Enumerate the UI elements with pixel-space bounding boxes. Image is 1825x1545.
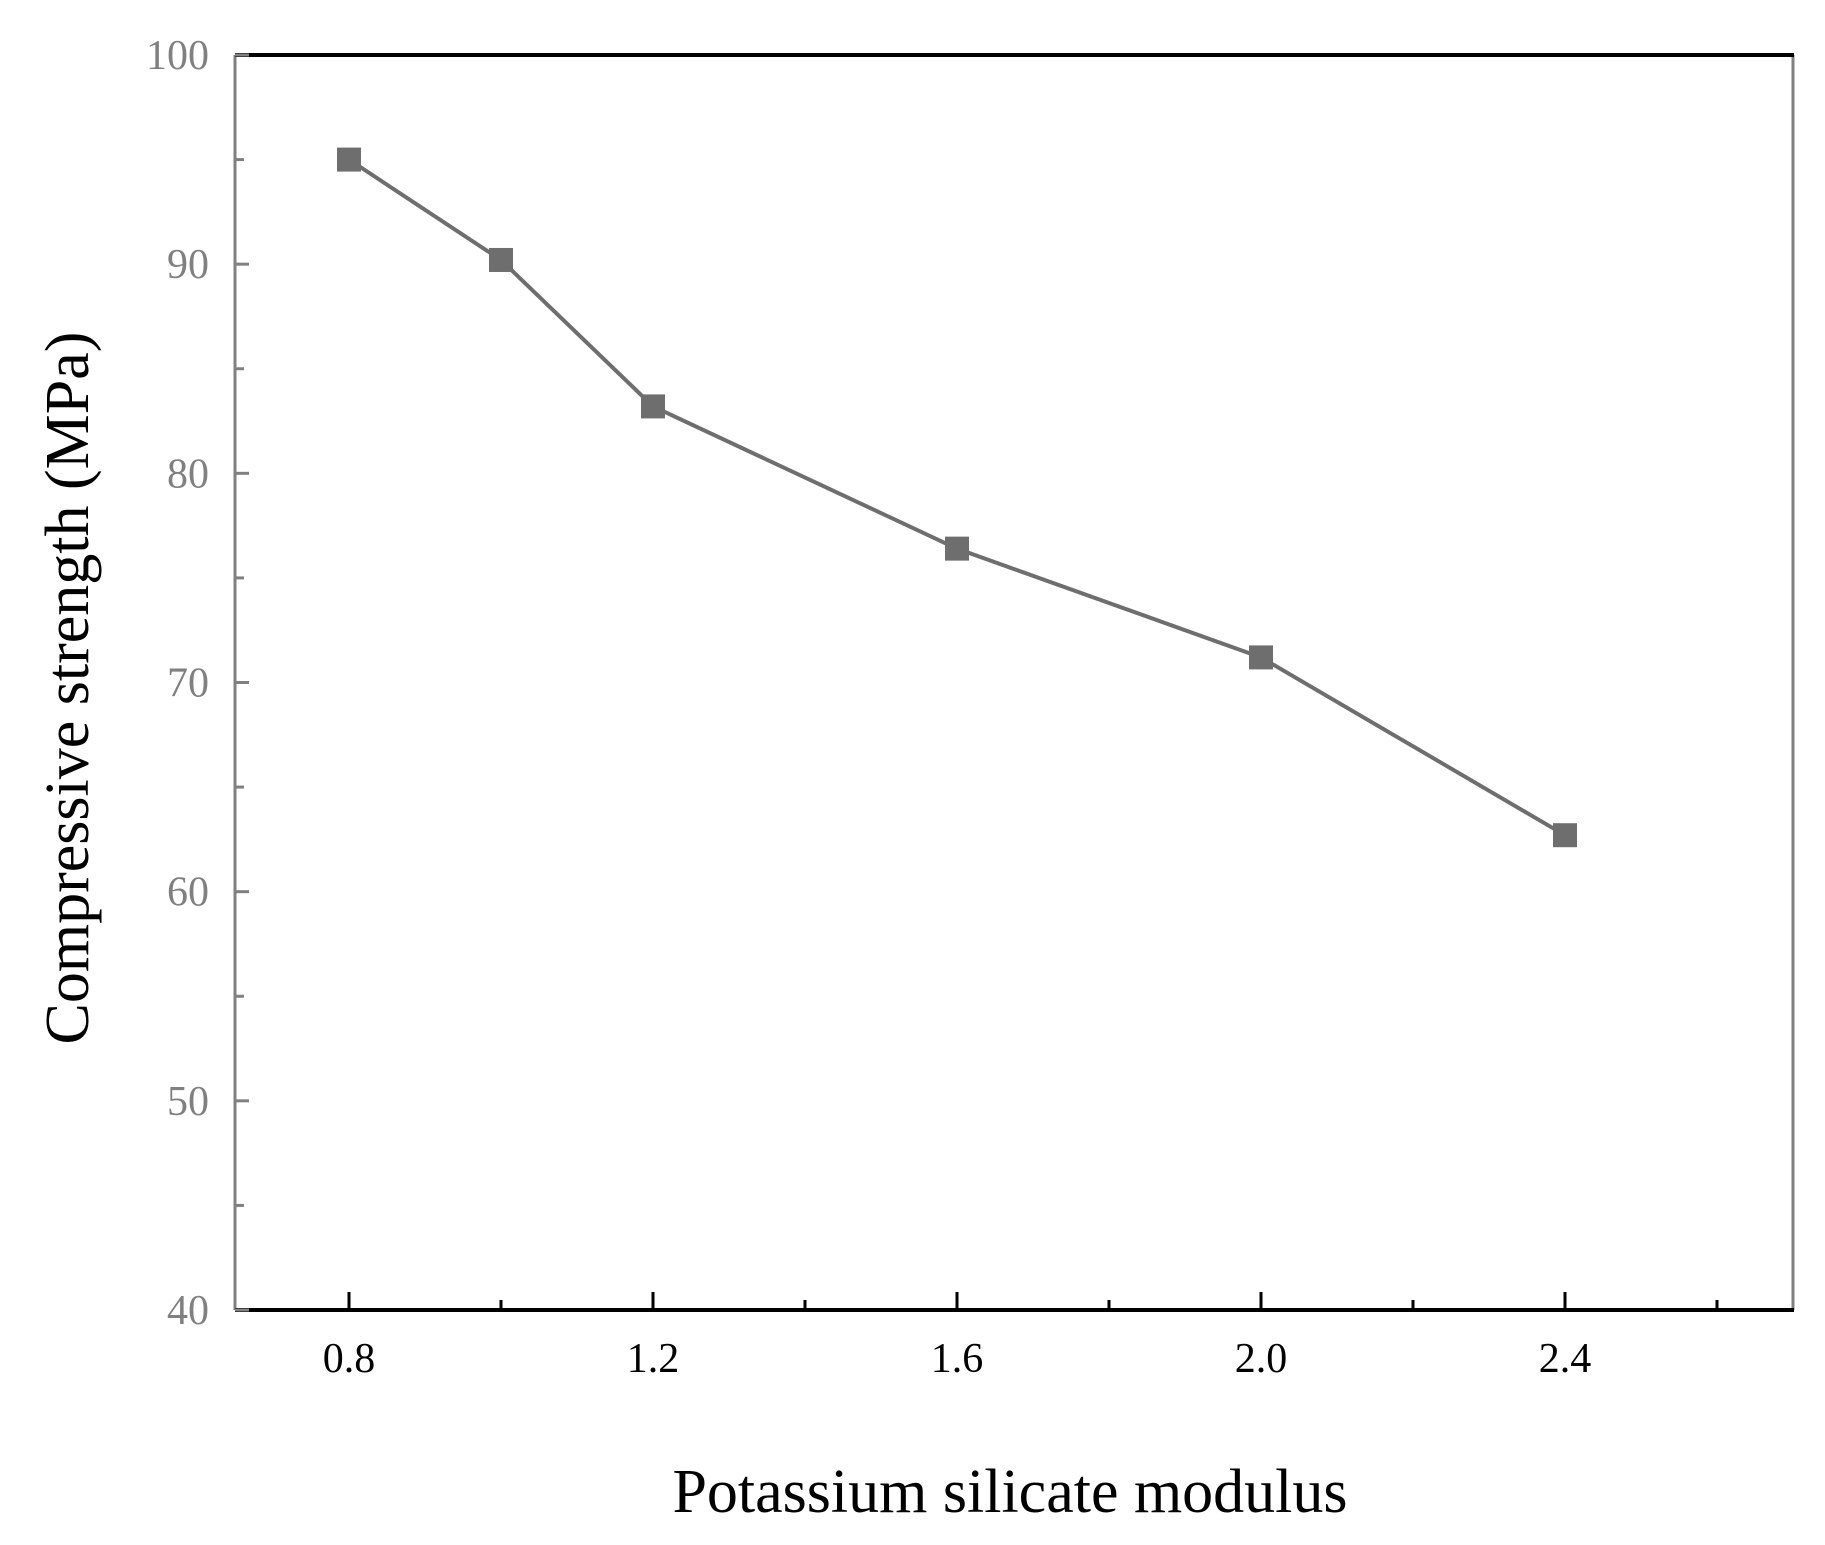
x-tick-label: 1.2 [627,1336,680,1382]
series-line [347,157,1567,837]
x-tick-label: 2.0 [1235,1336,1288,1382]
ticks [235,53,1719,1312]
data-point-marker [1249,645,1273,670]
x-tick-label: 1.6 [931,1336,984,1382]
y-tick-label: 100 [146,33,209,79]
data-series [337,147,1577,848]
data-point-marker [337,147,361,172]
y-tick-label: 40 [167,1288,209,1334]
data-point-marker [945,536,969,561]
x-tick-label: 2.4 [1539,1336,1592,1382]
x-tick-label: 0.8 [323,1336,376,1382]
x-axis-title: Potassium silicate modulus [672,1458,1347,1526]
y-axis-title: Compressive strength (MPa) [34,332,102,1045]
data-point-marker [489,247,513,272]
data-point-marker [641,394,665,419]
y-tick-label: 70 [167,661,209,707]
y-tick-label: 60 [167,870,209,916]
data-point-marker [1553,823,1577,848]
y-tick-label: 90 [167,242,209,288]
y-tick-label: 50 [167,1079,209,1125]
y-tick-label: 80 [167,451,209,497]
axes [233,53,1795,1312]
tick-labels: 40 50 60 70 80 90 100 0.8 1.2 1.6 2.0 2.4 [146,33,1591,1382]
